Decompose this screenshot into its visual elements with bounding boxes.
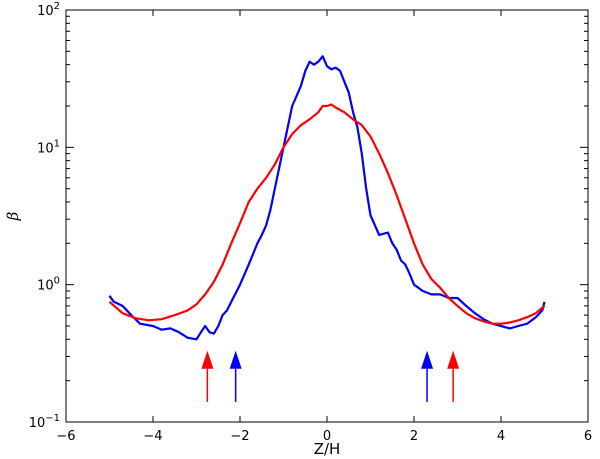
x-tick-label: −4 — [143, 429, 162, 444]
arrow-head — [229, 350, 242, 369]
series-line-2 — [108, 103, 546, 325]
annotation-layer — [201, 350, 460, 402]
series-layer — [108, 55, 546, 341]
y-axis-label: β — [4, 211, 22, 221]
y-tick-label: 10−1 — [29, 413, 60, 431]
plot-frame — [65, 9, 589, 423]
y-tick-label: 102 — [37, 1, 60, 19]
tick-layer: −6 −4 −2 0 2 4 6 10−1 100 101 102 — [29, 1, 592, 444]
y-tick-label: 100 — [37, 276, 60, 294]
arrow-head — [421, 350, 434, 369]
x-tick-label: 4 — [497, 429, 505, 444]
x-tick-label: −6 — [56, 429, 75, 444]
arrow-3 — [421, 350, 434, 402]
x-tick-label: −2 — [230, 429, 249, 444]
arrow-head — [447, 350, 460, 369]
arrow-1 — [201, 350, 214, 402]
x-tick-label: 6 — [584, 429, 592, 444]
arrow-head — [201, 350, 214, 369]
arrow-2 — [229, 350, 242, 402]
x-tick-label: 0 — [323, 429, 331, 444]
x-tick-label: 2 — [410, 429, 418, 444]
y-tick-label: 101 — [37, 138, 60, 156]
x-axis-label: Z/H — [314, 440, 341, 458]
series-line-1 — [108, 55, 546, 341]
arrow-4 — [447, 350, 460, 402]
